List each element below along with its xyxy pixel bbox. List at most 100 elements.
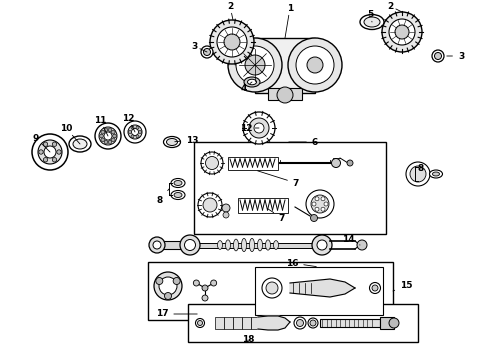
Circle shape bbox=[197, 320, 202, 325]
Circle shape bbox=[310, 320, 316, 326]
Circle shape bbox=[111, 138, 115, 141]
Text: 14: 14 bbox=[342, 235, 360, 245]
Ellipse shape bbox=[258, 239, 263, 251]
Circle shape bbox=[44, 146, 56, 158]
Ellipse shape bbox=[225, 240, 230, 250]
Bar bbox=[242, 317, 251, 329]
Circle shape bbox=[113, 134, 116, 138]
Circle shape bbox=[131, 126, 134, 129]
Ellipse shape bbox=[234, 239, 239, 251]
Circle shape bbox=[321, 207, 325, 211]
Ellipse shape bbox=[249, 238, 254, 252]
Ellipse shape bbox=[73, 139, 87, 149]
Circle shape bbox=[202, 285, 208, 291]
Circle shape bbox=[99, 127, 117, 145]
Circle shape bbox=[217, 27, 247, 57]
Circle shape bbox=[372, 285, 378, 291]
Circle shape bbox=[254, 123, 264, 133]
Ellipse shape bbox=[433, 172, 440, 176]
Ellipse shape bbox=[218, 240, 222, 249]
Circle shape bbox=[382, 12, 422, 52]
Ellipse shape bbox=[364, 17, 380, 27]
Text: 13: 13 bbox=[175, 135, 198, 144]
Circle shape bbox=[222, 204, 230, 212]
Circle shape bbox=[99, 134, 103, 138]
Bar bbox=[148, 262, 393, 320]
Polygon shape bbox=[290, 279, 355, 297]
Circle shape bbox=[321, 197, 325, 201]
Text: 15: 15 bbox=[393, 280, 413, 291]
Ellipse shape bbox=[164, 136, 180, 148]
Text: 3: 3 bbox=[447, 51, 464, 60]
Bar bbox=[255, 38, 315, 93]
Ellipse shape bbox=[242, 238, 246, 252]
Circle shape bbox=[357, 240, 367, 250]
Circle shape bbox=[124, 121, 146, 143]
Circle shape bbox=[104, 132, 112, 140]
Ellipse shape bbox=[360, 14, 384, 30]
Circle shape bbox=[128, 125, 142, 139]
Circle shape bbox=[435, 53, 441, 59]
Circle shape bbox=[131, 135, 134, 138]
Bar bbox=[268, 88, 302, 100]
Bar bbox=[224, 317, 233, 329]
Text: 3: 3 bbox=[191, 41, 207, 52]
Circle shape bbox=[262, 278, 282, 298]
Text: 6: 6 bbox=[289, 138, 318, 147]
Circle shape bbox=[32, 134, 68, 170]
Circle shape bbox=[332, 158, 341, 167]
Circle shape bbox=[104, 140, 108, 144]
Circle shape bbox=[347, 160, 353, 166]
Text: 4: 4 bbox=[241, 82, 252, 93]
Circle shape bbox=[202, 295, 208, 301]
Circle shape bbox=[432, 50, 444, 62]
Circle shape bbox=[395, 25, 409, 39]
Bar bbox=[320, 319, 380, 327]
Circle shape bbox=[128, 131, 131, 134]
Text: 10: 10 bbox=[60, 123, 80, 144]
Ellipse shape bbox=[174, 180, 182, 185]
Circle shape bbox=[389, 318, 399, 328]
Ellipse shape bbox=[430, 170, 442, 178]
Circle shape bbox=[101, 138, 104, 141]
Text: 12: 12 bbox=[240, 123, 259, 132]
Circle shape bbox=[296, 46, 334, 84]
Circle shape bbox=[108, 140, 112, 144]
Circle shape bbox=[201, 152, 223, 174]
Circle shape bbox=[185, 239, 196, 251]
Circle shape bbox=[203, 198, 217, 212]
Circle shape bbox=[203, 49, 211, 55]
Circle shape bbox=[101, 130, 104, 134]
Circle shape bbox=[296, 320, 303, 327]
Circle shape bbox=[311, 195, 329, 213]
Circle shape bbox=[224, 34, 240, 50]
Text: 12: 12 bbox=[122, 113, 135, 132]
Circle shape bbox=[308, 318, 318, 328]
Circle shape bbox=[311, 215, 318, 221]
Circle shape bbox=[312, 235, 332, 255]
Circle shape bbox=[52, 158, 57, 162]
Text: 5: 5 bbox=[367, 9, 373, 22]
Circle shape bbox=[196, 319, 204, 328]
Circle shape bbox=[173, 278, 180, 284]
Ellipse shape bbox=[69, 136, 91, 152]
Bar bbox=[155, 241, 191, 249]
Text: 2: 2 bbox=[387, 1, 402, 12]
Circle shape bbox=[180, 235, 200, 255]
Bar bbox=[380, 317, 394, 329]
Ellipse shape bbox=[247, 79, 256, 85]
Circle shape bbox=[153, 241, 161, 249]
Circle shape bbox=[249, 118, 269, 138]
Circle shape bbox=[201, 46, 213, 58]
Circle shape bbox=[154, 272, 182, 300]
Circle shape bbox=[306, 190, 334, 218]
Ellipse shape bbox=[167, 139, 177, 145]
Bar bbox=[233, 317, 242, 329]
Circle shape bbox=[43, 158, 48, 162]
Bar bbox=[238, 198, 288, 213]
Bar bbox=[215, 317, 224, 329]
Circle shape bbox=[57, 150, 61, 154]
Circle shape bbox=[243, 112, 275, 144]
Text: 8: 8 bbox=[415, 163, 423, 172]
Circle shape bbox=[277, 87, 293, 103]
